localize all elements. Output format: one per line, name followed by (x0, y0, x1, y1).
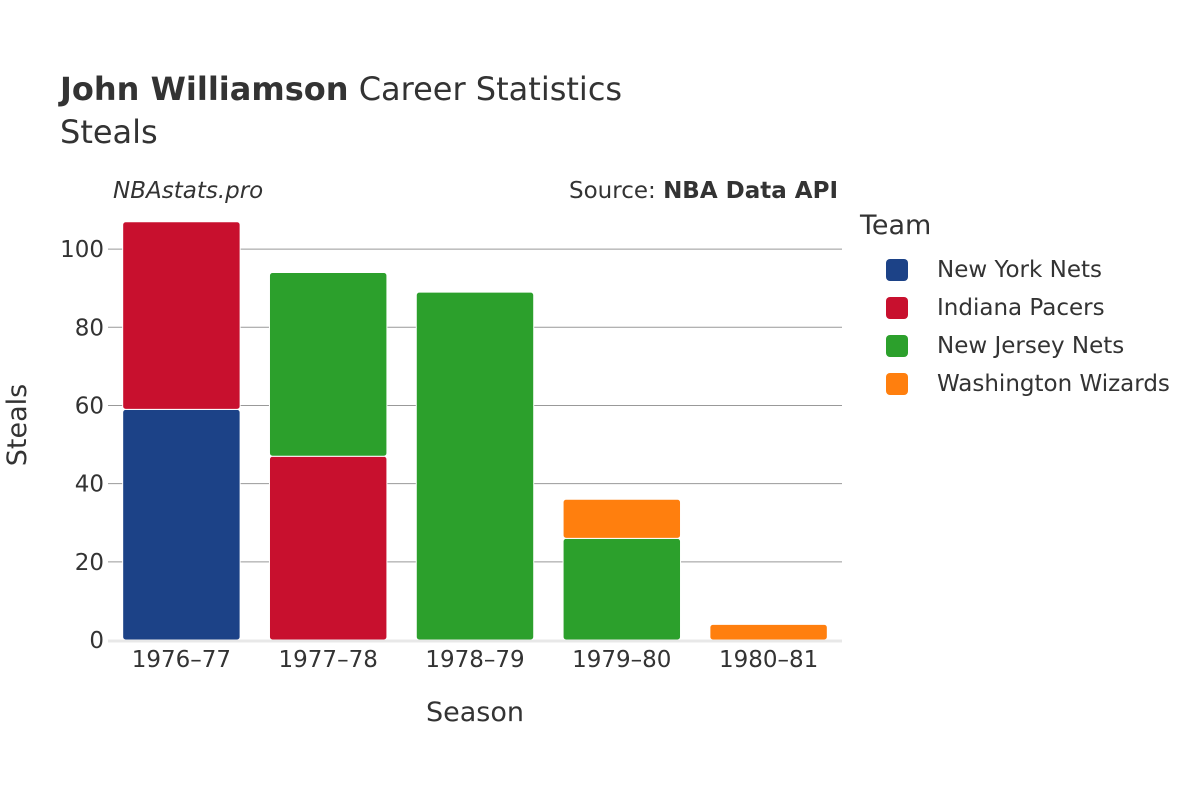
x-tick-label: 1977–78 (279, 647, 378, 673)
bar-segment (415, 291, 535, 641)
y-tick-label: 20 (75, 550, 104, 576)
title-rest: Career Statistics (358, 70, 623, 108)
legend-swatch (886, 373, 908, 395)
legend: Team New York Nets Indiana Pacers New Jers… (860, 210, 1170, 403)
y-tick-label: 60 (75, 393, 104, 419)
bar-segment (122, 221, 241, 410)
x-axis-title: Season (426, 697, 524, 728)
bar-segment (562, 537, 682, 641)
watermark: NBAstats.pro (113, 178, 264, 204)
y-tick-label: 80 (75, 315, 104, 341)
bar-segment (268, 272, 388, 457)
player-name: John Williamson (60, 70, 349, 108)
x-tick-label: 1980–81 (719, 647, 818, 673)
legend-item[interactable]: New York Nets (860, 251, 1170, 289)
legend-label: Indiana Pacers (937, 295, 1105, 321)
x-tick-label: 1978–79 (425, 647, 524, 673)
legend-item[interactable]: Washington Wizards (860, 365, 1170, 403)
bar-segment (268, 455, 388, 641)
legend-label: New Jersey Nets (937, 333, 1125, 359)
y-tick-label: 40 (75, 472, 104, 498)
legend-item[interactable]: Indiana Pacers (860, 289, 1170, 327)
legend-swatch (886, 259, 908, 281)
bar-segment (122, 408, 241, 641)
legend-swatch (886, 335, 908, 357)
y-tick-label: 100 (60, 237, 104, 263)
chart-subtitle: Steals (60, 113, 158, 152)
source-name: NBA Data API (663, 178, 838, 204)
x-tick-label: 1976–77 (132, 647, 231, 673)
bar-segment (562, 498, 682, 539)
y-tick-label: 0 (89, 628, 104, 654)
source-credit: Source: NBA Data API (569, 178, 838, 204)
legend-label: Washington Wizards (937, 371, 1170, 397)
legend-title: Team (860, 210, 932, 241)
bar-segment (709, 623, 828, 641)
legend-item[interactable]: New Jersey Nets (860, 327, 1170, 365)
chart-title: John Williamson Career Statistics Steals (60, 68, 622, 154)
source-prefix: Source: (569, 178, 664, 204)
x-tick-label: 1979–80 (572, 647, 671, 673)
legend-swatch (886, 297, 908, 319)
y-axis-title: Steals (2, 384, 33, 466)
legend-label: New York Nets (937, 257, 1102, 283)
